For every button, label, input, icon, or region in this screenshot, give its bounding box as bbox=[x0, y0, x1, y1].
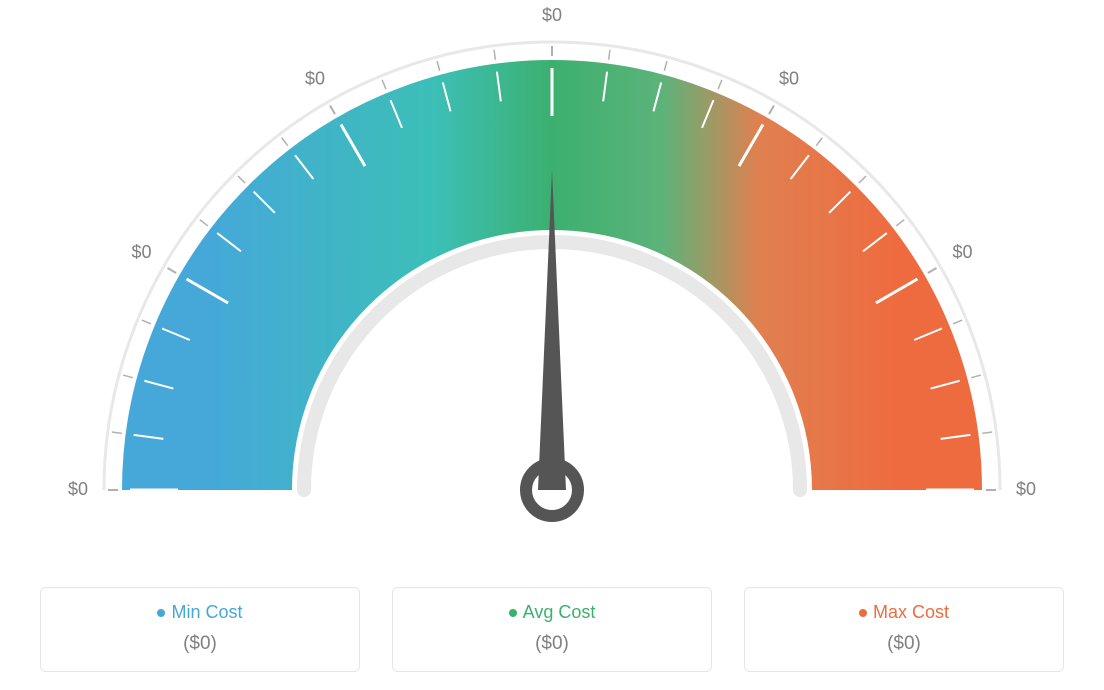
gauge-outer-tick bbox=[238, 176, 245, 183]
gauge-outer-tick bbox=[816, 138, 822, 146]
gauge-outer-tick bbox=[718, 80, 722, 89]
gauge-tick-label: $0 bbox=[131, 242, 151, 262]
gauge-outer-tick bbox=[953, 320, 962, 324]
legend-value-avg: ($0) bbox=[403, 633, 701, 655]
legend-title-max: Max Cost bbox=[755, 602, 1053, 623]
gauge-outer-tick bbox=[382, 80, 386, 89]
gauge-outer-tick bbox=[494, 50, 495, 60]
chart-container: $0 $0 $0 $0 $0 $0 $0 Min Cost ($0) Avg Cost ($… bbox=[0, 0, 1104, 690]
gauge-outer-tick bbox=[330, 105, 335, 114]
gauge-outer-tick bbox=[167, 268, 176, 273]
gauge-outer-tick bbox=[142, 320, 151, 324]
legend-dot-avg bbox=[509, 609, 517, 617]
gauge-outer-tick bbox=[982, 432, 992, 433]
gauge-outer-tick bbox=[928, 268, 937, 273]
gauge-outer-tick bbox=[769, 105, 774, 114]
gauge-outer-tick bbox=[437, 61, 440, 71]
legend-value-min: ($0) bbox=[51, 633, 349, 655]
gauge-tick-label: $0 bbox=[305, 68, 325, 88]
gauge-outer-tick bbox=[123, 375, 133, 378]
gauge-area: $0 $0 $0 $0 $0 $0 $0 bbox=[52, 0, 1052, 570]
gauge-root: $0 $0 $0 $0 $0 $0 $0 bbox=[68, 5, 1036, 516]
legend-row: Min Cost ($0) Avg Cost ($0) Max Cost ($0… bbox=[0, 587, 1104, 672]
legend-value-max: ($0) bbox=[755, 633, 1053, 655]
gauge-tick-label: $0 bbox=[68, 479, 88, 499]
legend-title-min: Min Cost bbox=[51, 602, 349, 623]
legend-dot-min bbox=[157, 609, 165, 617]
gauge-outer-tick bbox=[282, 138, 288, 146]
legend-card-max: Max Cost ($0) bbox=[744, 587, 1064, 672]
legend-title-avg: Avg Cost bbox=[403, 602, 701, 623]
gauge-outer-tick bbox=[859, 176, 866, 183]
gauge-svg: $0 $0 $0 $0 $0 $0 $0 bbox=[52, 0, 1052, 570]
gauge-outer-tick bbox=[971, 375, 981, 378]
gauge-tick-label: $0 bbox=[1016, 479, 1036, 499]
gauge-outer-tick bbox=[112, 432, 122, 433]
gauge-outer-tick bbox=[896, 220, 904, 226]
legend-label-max: Max Cost bbox=[873, 602, 949, 623]
legend-label-min: Min Cost bbox=[171, 602, 242, 623]
gauge-outer-tick bbox=[664, 61, 667, 71]
gauge-tick-label: $0 bbox=[779, 68, 799, 88]
legend-label-avg: Avg Cost bbox=[523, 602, 596, 623]
gauge-outer-tick bbox=[609, 50, 610, 60]
legend-card-avg: Avg Cost ($0) bbox=[392, 587, 712, 672]
legend-dot-max bbox=[859, 609, 867, 617]
legend-card-min: Min Cost ($0) bbox=[40, 587, 360, 672]
gauge-outer-tick bbox=[200, 220, 208, 226]
gauge-tick-label: $0 bbox=[542, 5, 562, 25]
gauge-tick-label: $0 bbox=[952, 242, 972, 262]
